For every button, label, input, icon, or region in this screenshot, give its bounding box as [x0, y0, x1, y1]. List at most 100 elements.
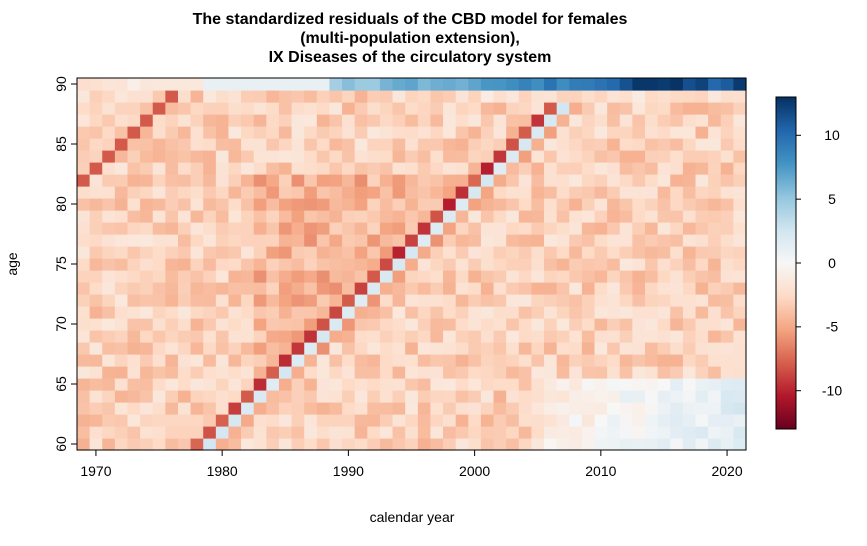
heatmap-cell: [291, 258, 305, 271]
heatmap-cell: [480, 102, 495, 115]
heatmap-cell: [77, 306, 91, 319]
heatmap-cell: [556, 270, 570, 283]
heatmap-cell: [329, 438, 343, 451]
heatmap-cell: [342, 162, 356, 175]
heatmap-cell: [228, 198, 242, 211]
heatmap-cell: [203, 354, 217, 367]
heatmap-cell: [405, 414, 419, 427]
heatmap-cell: [89, 342, 103, 355]
heatmap-cell: [430, 318, 444, 331]
heatmap-cell: [682, 102, 697, 115]
heatmap-cell: [518, 150, 533, 163]
heatmap-cell: [291, 390, 305, 403]
heatmap-cell: [531, 282, 545, 295]
heatmap-cell: [102, 330, 116, 343]
heatmap-cell: [152, 366, 166, 379]
heatmap-cell: [367, 246, 381, 259]
heatmap-cell: [127, 78, 141, 91]
x-tick-label: 1990: [333, 463, 364, 479]
heatmap-cell: [493, 378, 507, 391]
heatmap-cell: [632, 294, 646, 307]
heatmap-cell: [228, 378, 242, 391]
heatmap-cell: [342, 186, 356, 199]
heatmap-cell: [430, 198, 444, 211]
heatmap-cell: [114, 318, 129, 331]
heatmap-cell: [278, 438, 293, 451]
heatmap-cell: [278, 222, 293, 235]
y-axis-label: age: [4, 252, 20, 276]
heatmap-cell: [657, 138, 671, 151]
heatmap-cell: [102, 282, 116, 295]
heatmap-cell: [417, 402, 432, 415]
heatmap-cell: [544, 390, 558, 403]
heatmap-cell: [114, 330, 129, 343]
heatmap-cell: [581, 210, 596, 223]
heatmap-cell: [127, 294, 141, 307]
heatmap-cell: [215, 114, 230, 127]
heatmap-cell: [556, 114, 570, 127]
heatmap-cell: [165, 378, 179, 391]
heatmap-cell: [215, 330, 230, 343]
heatmap-cell: [455, 234, 469, 247]
heatmap-cell: [619, 90, 633, 103]
heatmap-cell: [581, 114, 596, 127]
heatmap-cell: [89, 318, 103, 331]
heatmap-cell: [493, 354, 507, 367]
heatmap-cell: [443, 426, 457, 439]
heatmap-cell: [89, 330, 103, 343]
heatmap-cell: [657, 90, 671, 103]
heatmap-cell: [417, 198, 432, 211]
heatmap-cell: [392, 390, 406, 403]
heatmap-cell: [241, 270, 255, 283]
heatmap-cell: [619, 426, 633, 439]
heatmap-cell: [203, 366, 217, 379]
heatmap-cell: [506, 414, 520, 427]
heatmap-cell: [342, 426, 356, 439]
heatmap-cell: [140, 174, 154, 187]
heatmap-cell: [556, 90, 570, 103]
heatmap-cell: [493, 210, 507, 223]
heatmap-cell: [531, 390, 545, 403]
heatmap-cell: [430, 438, 444, 451]
heatmap-cell: [581, 354, 596, 367]
heatmap-cell: [695, 234, 709, 247]
heatmap-cell: [720, 282, 734, 295]
heatmap-cell: [253, 294, 267, 307]
heatmap-cell: [708, 174, 722, 187]
heatmap-cell: [152, 126, 166, 139]
heatmap-cell: [89, 306, 103, 319]
heatmap-cell: [682, 210, 697, 223]
heatmap-cell: [619, 282, 633, 295]
heatmap-cell: [190, 402, 204, 415]
heatmap-cell: [682, 306, 697, 319]
heatmap-cell: [215, 306, 230, 319]
heatmap-cell: [354, 306, 368, 319]
heatmap-cell: [379, 414, 394, 427]
heatmap-cell: [278, 138, 293, 151]
heatmap-cell: [645, 126, 659, 139]
y-tick-label: 90: [53, 76, 69, 92]
heatmap-cell: [544, 198, 558, 211]
heatmap-cell: [102, 414, 116, 427]
heatmap-cell: [102, 126, 116, 139]
heatmap-cell: [241, 114, 255, 127]
heatmap-cell: [493, 282, 507, 295]
heatmap-cell: [253, 90, 267, 103]
heatmap-cell: [594, 78, 608, 91]
heatmap-cell: [670, 438, 684, 451]
heatmap-cell: [316, 294, 331, 307]
heatmap-cell: [518, 174, 533, 187]
heatmap-cell: [367, 102, 381, 115]
heatmap-cell: [165, 126, 179, 139]
heatmap-cell: [165, 258, 179, 271]
heatmap-cell: [670, 150, 684, 163]
heatmap-cell: [455, 306, 469, 319]
heatmap-cell: [632, 306, 646, 319]
heatmap-cell: [569, 198, 583, 211]
heatmap-cell: [354, 366, 368, 379]
heatmap-cell: [89, 378, 103, 391]
heatmap-cell: [417, 102, 432, 115]
heatmap-cell: [594, 102, 608, 115]
heatmap-cell: [518, 258, 533, 271]
heatmap-cell: [291, 378, 305, 391]
